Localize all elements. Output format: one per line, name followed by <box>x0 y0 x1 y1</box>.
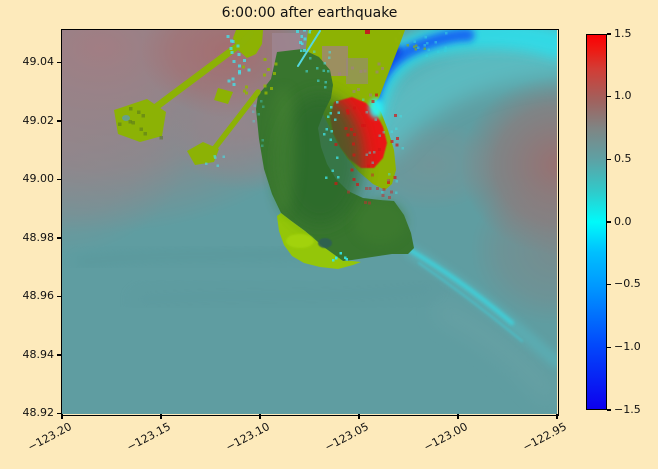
colorbar-tick-label: −1.0 <box>614 339 641 353</box>
y-tick-label: 49.02 <box>22 113 55 127</box>
x-tick <box>160 414 162 419</box>
colorbar-tick <box>607 96 611 98</box>
y-tick-label: 48.94 <box>22 347 55 361</box>
colorbar-tick-label: 1.0 <box>614 89 632 103</box>
y-tick-label: 48.96 <box>22 289 55 302</box>
x-tick <box>457 414 459 419</box>
x-tick <box>61 414 63 419</box>
colorbar-tick <box>607 409 611 411</box>
colorbar-tick-label: 0.0 <box>614 214 632 228</box>
colorbar-tick-label: −1.5 <box>614 402 641 416</box>
plot-title: 6:00:00 after earthquake <box>221 5 398 21</box>
colorbar-tick-label: 1.5 <box>614 26 632 40</box>
y-tick <box>57 412 62 415</box>
colorbar-tick-label: 0.5 <box>614 151 632 165</box>
y-tick-label: 49.00 <box>22 172 55 185</box>
y-tick-label: 48.92 <box>22 406 55 419</box>
colorbar-tick <box>607 33 611 35</box>
colorbar-tick-label: −0.5 <box>614 277 641 291</box>
y-tick <box>57 178 62 181</box>
y-tick <box>57 61 62 64</box>
y-tick <box>57 237 62 239</box>
colorbar-tick <box>607 221 611 223</box>
y-tick-label: 49.04 <box>22 55 55 68</box>
colorbar-tick <box>607 346 611 348</box>
y-tick <box>57 120 62 122</box>
y-tick <box>57 295 62 298</box>
x-tick <box>556 414 558 419</box>
x-tick <box>259 414 261 419</box>
colorbar-tick <box>607 158 611 160</box>
y-tick <box>57 354 62 356</box>
x-tick <box>358 414 360 419</box>
colorbar-tick <box>607 284 611 286</box>
y-tick-label: 48.98 <box>22 230 55 244</box>
colorbar <box>586 34 607 410</box>
